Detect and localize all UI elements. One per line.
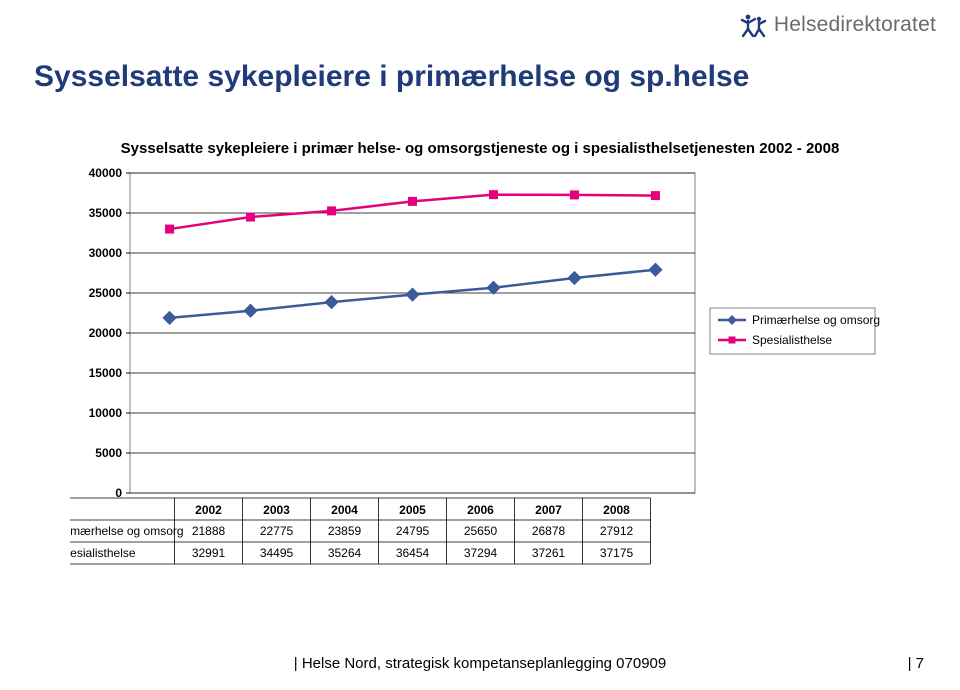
chart-svg: 0500010000150002000025000300003500040000… xyxy=(70,168,890,598)
marker-square xyxy=(247,213,255,221)
table-cell: 25650 xyxy=(464,524,498,538)
table-cell: 37294 xyxy=(464,546,498,560)
marker-square xyxy=(409,197,417,205)
row-label: Primærhelse og omsorg xyxy=(70,524,184,538)
table-cell: 27912 xyxy=(600,524,634,538)
table-cell: 35264 xyxy=(328,546,362,560)
y-tick-label: 35000 xyxy=(89,206,123,220)
row-label: Spesialisthelse xyxy=(70,546,136,560)
table-header: 2008 xyxy=(603,503,630,517)
table-cell: 34495 xyxy=(260,546,294,560)
table-header: 2006 xyxy=(467,503,494,517)
legend-label: Spesialisthelse xyxy=(752,333,832,347)
logo: Helsedirektoratet xyxy=(738,12,936,38)
table-cell: 37261 xyxy=(532,546,566,560)
page-title: Sysselsatte sykepleiere i primærhelse og… xyxy=(34,60,749,94)
y-tick-label: 40000 xyxy=(89,168,123,180)
marker-square xyxy=(489,191,497,199)
table-cell: 22775 xyxy=(260,524,294,538)
logo-text: Helsedirektoratet xyxy=(774,13,936,37)
y-tick-label: 20000 xyxy=(89,326,123,340)
footer: | Helse Nord, strategisk kompetanseplanl… xyxy=(0,655,960,672)
table-header: 2004 xyxy=(331,503,358,517)
table-cell: 36454 xyxy=(396,546,430,560)
marker-square xyxy=(166,225,174,233)
table-header: 2007 xyxy=(535,503,562,517)
legend-marker xyxy=(729,337,736,344)
page-number: | 7 xyxy=(908,655,924,672)
legend-label: Primærhelse og omsorg xyxy=(752,313,880,327)
marker-square xyxy=(651,192,659,200)
y-tick-label: 5000 xyxy=(95,446,122,460)
table-header: 2005 xyxy=(399,503,426,517)
table-cell: 23859 xyxy=(328,524,362,538)
table-header: 2003 xyxy=(263,503,290,517)
chart: 0500010000150002000025000300003500040000… xyxy=(70,168,890,598)
table-cell: 26878 xyxy=(532,524,566,538)
footer-prefix: | xyxy=(294,655,302,672)
logo-icon xyxy=(738,12,768,38)
marker-square xyxy=(570,191,578,199)
table-cell: 37175 xyxy=(600,546,634,560)
table-header: 2002 xyxy=(195,503,222,517)
chart-subtitle: Sysselsatte sykepleiere i primær helse- … xyxy=(0,140,960,157)
footer-text: Helse Nord, strategisk kompetanseplanleg… xyxy=(302,655,666,672)
y-tick-label: 10000 xyxy=(89,406,123,420)
table-cell: 24795 xyxy=(396,524,430,538)
marker-square xyxy=(328,207,336,215)
table-cell: 32991 xyxy=(192,546,226,560)
y-tick-label: 15000 xyxy=(89,366,123,380)
table-cell: 21888 xyxy=(192,524,226,538)
y-tick-label: 25000 xyxy=(89,286,123,300)
y-tick-label: 30000 xyxy=(89,246,123,260)
